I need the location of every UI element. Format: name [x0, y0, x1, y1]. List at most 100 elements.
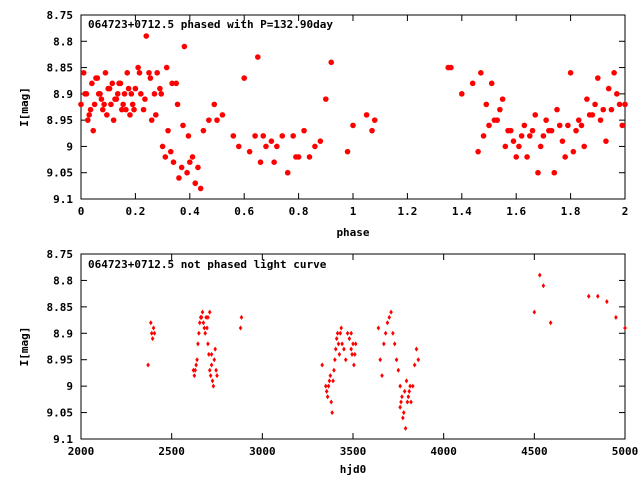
data-point: [376, 325, 381, 331]
plot-frame: [80, 253, 626, 440]
data-point: [562, 154, 568, 160]
data-point: [317, 138, 324, 144]
data-point: [516, 143, 522, 150]
x-tick-label: 0: [78, 205, 85, 218]
data-point: [203, 330, 208, 336]
data-point: [448, 64, 454, 71]
data-point: [340, 341, 344, 347]
data-point: [478, 70, 484, 76]
data-point: [581, 143, 587, 150]
data-point: [170, 159, 177, 165]
data-point: [180, 122, 186, 129]
data-point: [392, 341, 397, 347]
data-point: [336, 341, 341, 347]
data-point: [80, 70, 87, 76]
data-point: [153, 112, 159, 118]
data-point: [184, 169, 190, 176]
data-point: [112, 96, 118, 102]
x-axis-label: hjd0: [340, 463, 367, 476]
data-point: [89, 80, 95, 87]
data-point: [592, 101, 598, 108]
data-point: [238, 325, 243, 331]
data-point: [614, 314, 618, 320]
data-point: [622, 101, 628, 108]
data-point: [301, 127, 307, 134]
data-point: [121, 91, 128, 97]
data-point: [363, 112, 370, 118]
data-point: [205, 325, 209, 331]
data-point: [109, 80, 116, 87]
data-point: [108, 101, 114, 108]
data-point: [378, 357, 382, 363]
data-point: [148, 117, 155, 123]
data-point: [206, 117, 212, 123]
data-point: [406, 394, 411, 400]
data-point: [353, 341, 358, 347]
data-point: [494, 117, 500, 123]
y-axis-label: I[mag]: [18, 87, 31, 127]
data-point: [385, 320, 390, 326]
data-point: [162, 154, 169, 160]
y-tick-label: 8.9: [53, 88, 73, 101]
data-point: [596, 293, 600, 299]
data-point: [541, 283, 546, 289]
data-point: [407, 388, 412, 394]
x-tick-label: 1.8: [561, 205, 581, 218]
x-tick-label: 0.8: [289, 205, 309, 218]
data-point: [196, 341, 200, 347]
data-point: [497, 106, 503, 113]
data-point: [480, 133, 487, 139]
data-point: [570, 148, 577, 155]
x-tick-label: 0.2: [125, 205, 145, 218]
data-point: [136, 70, 143, 76]
data-point: [185, 133, 192, 139]
x-tick-label: 2000: [68, 445, 95, 458]
data-point: [502, 143, 509, 150]
data-point: [537, 272, 542, 278]
data-point: [603, 138, 609, 144]
data-point: [129, 101, 136, 108]
data-point: [584, 96, 590, 102]
data-point: [215, 373, 219, 379]
data-point: [337, 351, 342, 357]
data-point: [165, 127, 171, 134]
y-tick-label: 9.05: [47, 167, 74, 180]
data-point: [208, 373, 213, 379]
data-point: [510, 138, 517, 144]
y-tick-label: 8.8: [53, 35, 73, 48]
data-point: [306, 154, 313, 160]
data-point: [211, 101, 218, 108]
data-point: [214, 117, 220, 123]
data-point: [214, 367, 218, 373]
data-point: [95, 91, 102, 97]
data-point: [140, 106, 147, 113]
data-point: [535, 169, 541, 176]
y-tick-label: 9.1: [53, 193, 73, 206]
data-point: [150, 336, 155, 342]
data-point: [405, 399, 410, 405]
data-point: [339, 325, 344, 331]
data-point: [403, 425, 408, 431]
y-tick-label: 8.8: [53, 274, 73, 287]
data-point: [608, 106, 615, 113]
data-point: [325, 394, 330, 400]
data-point: [350, 122, 356, 129]
data-point: [132, 85, 139, 92]
data-point: [328, 59, 335, 66]
data-point: [352, 362, 356, 368]
data-point: [349, 346, 353, 352]
data-point: [605, 299, 609, 305]
data-point: [554, 106, 560, 113]
data-point: [82, 91, 88, 97]
data-point: [328, 373, 333, 379]
data-point: [101, 101, 107, 108]
data-point: [401, 415, 405, 421]
data-point: [326, 383, 331, 389]
y-tick-label: 9: [66, 140, 73, 153]
data-point: [197, 320, 202, 326]
data-point: [147, 75, 154, 81]
data-point: [181, 43, 188, 50]
data-point: [207, 309, 212, 315]
data-point: [239, 314, 244, 320]
data-point: [459, 91, 465, 97]
